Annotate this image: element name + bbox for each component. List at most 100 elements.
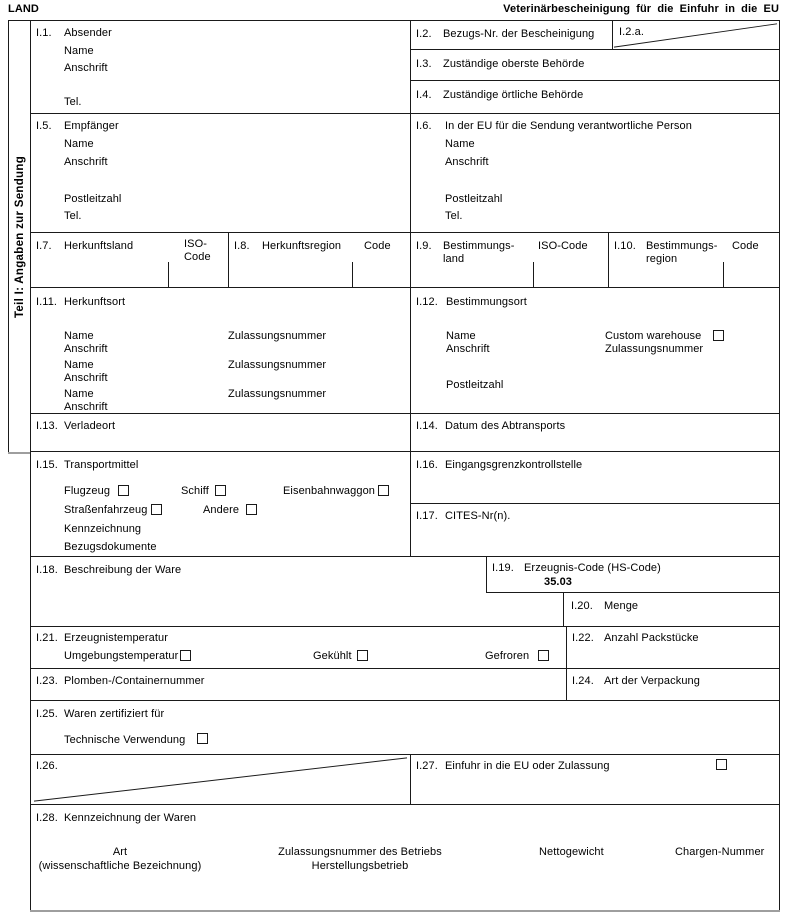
field-i20-label: Menge (604, 600, 639, 612)
anschrift-label: Anschrift (64, 372, 108, 384)
field-i4-number: I.4. (416, 89, 432, 101)
eisenbahnwaggon-checkbox[interactable] (378, 485, 389, 496)
einfuhr-zulassung-checkbox[interactable] (716, 759, 727, 770)
part1-label: Teil I: Angaben zur Sendung (13, 155, 26, 318)
flugzeug-checkbox[interactable] (118, 485, 129, 496)
technische-verwendung-label: Technische Verwendung (64, 734, 186, 746)
schiff-label: Schiff (181, 485, 209, 497)
field-i3-number: I.3. (416, 58, 432, 70)
field-i24-label: Art der Verpackung (604, 675, 700, 687)
umgebungstemperatur-label: Umgebungstemperatur (64, 650, 179, 662)
custom-warehouse-label: Custom warehouse (605, 330, 702, 342)
andere-label: Andere (203, 504, 240, 516)
code-divider (533, 262, 534, 287)
anschrift-label: Anschrift (64, 343, 108, 355)
part1-sidebar: Teil I: Angaben zur Sendung (8, 20, 31, 453)
schiff-checkbox[interactable] (215, 485, 226, 496)
field-i22-label: Anzahl Packstücke (604, 632, 699, 644)
field-i17-label: CITES-Nr(n). (445, 510, 511, 522)
zulassungsnummer-label: Zulassungsnummer (605, 343, 704, 355)
country-label: LAND (8, 3, 39, 15)
hs-code-value: 35.03 (544, 576, 573, 588)
umgebungstemperatur-checkbox[interactable] (180, 650, 191, 661)
field-i19-number: I.19. (492, 562, 514, 574)
field-i5-label: Empfänger (64, 120, 119, 132)
field-i2a-number: I.2.a. (619, 26, 645, 38)
field-i19-label: Erzeugnis-Code (HS-Code) (524, 562, 661, 574)
field-i13-number: I.13. (36, 420, 58, 432)
field-i28-number: I.28. (36, 812, 58, 824)
anschrift-label: Anschrift (64, 156, 108, 168)
gekuehlt-checkbox[interactable] (357, 650, 368, 661)
field-i16-label: Eingangsgrenzkontrollstelle (445, 459, 583, 471)
field-i20-cell (563, 592, 780, 627)
gekuehlt-label: Gekühlt (313, 650, 352, 662)
anschrift-label: Anschrift (446, 343, 490, 355)
field-i28-label: Kennzeichnung der Waren (64, 812, 197, 824)
field-i14-label: Datum des Abtransports (445, 420, 566, 432)
field-i21-label: Erzeugnistemperatur (64, 632, 169, 644)
field-i6-label: In der EU für die Sendung verantwortlich… (445, 120, 692, 132)
postleitzahl-label: Postleitzahl (64, 193, 122, 205)
strassenfahrzeug-label: Straßenfahrzeug (64, 504, 148, 516)
name-label: Name (64, 330, 94, 342)
zulassungsnummer-label: Zulassungsnummer (228, 359, 327, 371)
field-i25-number: I.25. (36, 708, 58, 720)
strassenfahrzeug-checkbox[interactable] (151, 504, 162, 515)
column-header-nettogewicht: Nettogewicht (539, 846, 604, 858)
field-i18-number: I.18. (36, 564, 58, 576)
andere-checkbox[interactable] (246, 504, 257, 515)
field-i26-cell (30, 754, 411, 805)
custom-warehouse-checkbox[interactable] (713, 330, 724, 341)
field-i23-label: Plomben-/Containernummer (64, 675, 205, 687)
column-header-art: Art (112, 846, 128, 858)
field-i9-number: I.9. (416, 240, 432, 252)
field-i18-label: Beschreibung der Ware (64, 564, 182, 576)
field-i1-label: Absender (64, 27, 112, 39)
kennzeichnung-label: Kennzeichnung (64, 523, 142, 535)
field-i26-number: I.26. (36, 760, 58, 772)
code-divider (723, 262, 724, 287)
field-i15-label: Transportmittel (64, 459, 139, 471)
field-i7-number: I.7. (36, 240, 52, 252)
anschrift-label: Anschrift (64, 62, 108, 74)
field-i9-label: Bestimmungs- land (443, 240, 515, 265)
field-i11-number: I.11. (36, 296, 58, 308)
field-i12-number: I.12. (416, 296, 438, 308)
field-i11-label: Herkunftsort (64, 296, 126, 308)
field-i21-number: I.21. (36, 632, 58, 644)
field-i10-label: Bestimmungs- region (646, 240, 718, 265)
diagonal-strike-line (613, 23, 778, 48)
field-i16-number: I.16. (416, 459, 438, 471)
field-i5-number: I.5. (36, 120, 52, 132)
field-i6-number: I.6. (416, 120, 432, 132)
zulassungsnummer-label: Zulassungsnummer (228, 388, 327, 400)
field-i24-number: I.24. (572, 675, 594, 687)
flugzeug-label: Flugzeug (64, 485, 111, 497)
code-divider (352, 262, 353, 287)
column-header-chargen-nummer: Chargen-Nummer (675, 846, 765, 858)
field-i20-number: I.20. (571, 600, 593, 612)
field-i7-label: Herkunftsland (64, 240, 134, 252)
code-label: Code (732, 240, 759, 252)
gefroren-checkbox[interactable] (538, 650, 549, 661)
field-i22-number: I.22. (572, 632, 594, 644)
column-header-zulassungsnummer: Zulassungsnummer des Betriebs (278, 846, 442, 858)
name-label: Name (446, 330, 476, 342)
field-i2-label: Bezugs-Nr. der Bescheinigung (443, 28, 595, 40)
column-header-herstellungsbetrieb: Herstellungsbetrieb (311, 860, 409, 872)
field-i8-number: I.8. (234, 240, 250, 252)
iso-code-label: ISO- Code (184, 238, 211, 263)
name-label: Name (64, 45, 94, 57)
field-i12-label: Bestimmungsort (446, 296, 527, 308)
field-i1-number: I.1. (36, 27, 52, 39)
scan-shadow (8, 452, 31, 454)
code-label: Code (364, 240, 391, 252)
field-i3-label: Zuständige oberste Behörde (443, 58, 585, 70)
technische-verwendung-checkbox[interactable] (197, 733, 208, 744)
field-i17-number: I.17. (416, 510, 438, 522)
diagonal-strike-line (33, 757, 408, 802)
field-i14-number: I.14. (416, 420, 438, 432)
anschrift-label: Anschrift (64, 401, 108, 413)
